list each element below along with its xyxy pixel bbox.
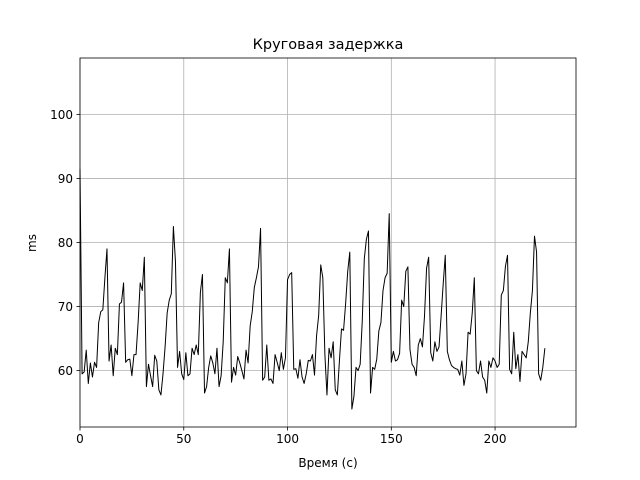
y-tick-label: 90 [58,172,73,186]
x-tick-label: 100 [276,432,299,446]
x-tick-label: 150 [380,432,403,446]
y-tick-label: 100 [50,108,73,122]
x-tick-label: 0 [76,432,84,446]
y-tick-label: 70 [58,300,73,314]
y-tick-label: 80 [58,236,73,250]
y-axis-label: ms [25,234,39,252]
grid-lines [79,58,576,427]
y-tick-label: 60 [58,364,73,378]
x-tick-label: 50 [176,432,191,446]
chart-title: Круговая задержка [253,37,404,53]
series-group [79,168,546,410]
rtt-series-line [79,168,546,410]
y-axis-ticks: 60 70 80 90 100 [50,108,80,378]
x-axis-label: Время (с) [298,456,357,470]
x-axis-ticks: 0 50 100 150 200 [76,427,507,446]
x-tick-label: 200 [484,432,507,446]
